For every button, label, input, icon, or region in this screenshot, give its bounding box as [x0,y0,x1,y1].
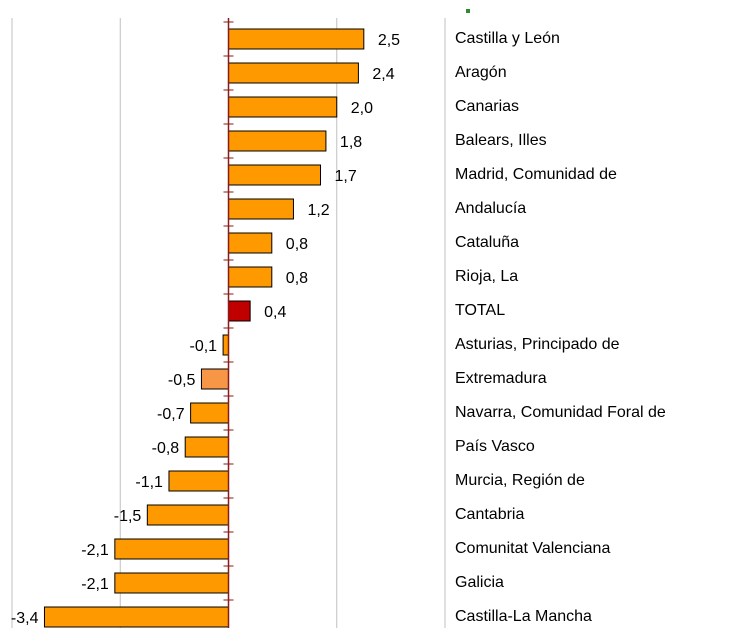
value-label: -2,1 [81,576,109,593]
category-label: Rioja, La [455,268,518,285]
value-label: -0,7 [157,406,185,423]
value-label: -1,5 [114,508,142,525]
value-label: 1,7 [335,168,357,185]
category-label: Cataluña [455,234,519,251]
category-label: Asturias, Principado de [455,336,620,353]
bar [114,538,229,560]
value-label: -0,1 [190,338,218,355]
category-label: Comunitat Valenciana [455,540,610,557]
category-label: Murcia, Región de [455,472,585,489]
category-label: TOTAL [455,302,505,319]
value-label: 0,8 [286,270,308,287]
bar [168,470,229,492]
category-label: Castilla-La Mancha [455,608,592,625]
category-label: Madrid, Comunidad de [455,166,617,183]
category-label: Aragón [455,64,507,81]
value-label: 2,5 [378,32,400,49]
value-label: 1,2 [307,202,329,219]
bar [146,504,229,526]
bar [228,62,359,84]
category-label: País Vasco [455,438,535,455]
bar [228,130,327,152]
category-label: Cantabria [455,506,524,523]
bar [228,266,273,288]
bar [228,300,251,322]
decoration [466,9,470,13]
value-label: 2,0 [351,100,373,117]
bar [200,368,229,390]
bar [228,28,365,50]
value-label: 2,4 [372,66,394,83]
category-label: Canarias [455,98,519,115]
category-label: Andalucía [455,200,526,217]
bar [184,436,229,458]
category-label: Balears, Illes [455,132,547,149]
value-label: -0,5 [168,372,196,389]
category-label: Navarra, Comunidad Foral de [455,404,666,421]
bar [114,572,229,594]
value-label: 0,8 [286,236,308,253]
value-label: -2,1 [81,542,109,559]
value-label: -1,1 [135,474,163,491]
category-label: Galicia [455,574,504,591]
value-label: 0,4 [264,304,286,321]
bar [222,334,229,356]
value-label: 1,8 [340,134,362,151]
bar [190,402,230,424]
value-label: -3,4 [11,610,39,627]
bar [228,232,273,254]
category-label: Castilla y León [455,30,560,47]
value-label: -0,8 [152,440,180,457]
bar [43,606,229,628]
bar [228,198,294,220]
bar [228,96,338,118]
category-label: Extremadura [455,370,547,387]
bar [228,164,322,186]
